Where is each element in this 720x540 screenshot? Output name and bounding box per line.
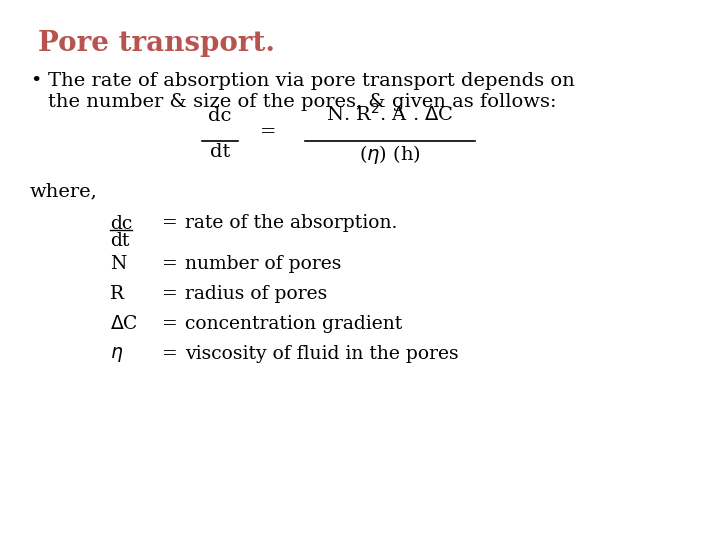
Text: =: = bbox=[260, 123, 276, 141]
Text: concentration gradient: concentration gradient bbox=[185, 315, 402, 333]
Text: $\eta$: $\eta$ bbox=[110, 345, 123, 364]
Text: rate of the absorption.: rate of the absorption. bbox=[185, 214, 397, 232]
Text: The rate of absorption via pore transport depends on: The rate of absorption via pore transpor… bbox=[48, 72, 575, 90]
Text: •: • bbox=[30, 72, 41, 90]
Text: N: N bbox=[110, 255, 127, 273]
Text: =: = bbox=[162, 315, 178, 333]
Text: dt: dt bbox=[110, 232, 130, 250]
Text: =: = bbox=[162, 285, 178, 303]
Text: dc: dc bbox=[208, 107, 232, 125]
Text: N. R$^{2}$. A . $\Delta$C: N. R$^{2}$. A . $\Delta$C bbox=[326, 103, 454, 125]
Text: R: R bbox=[110, 285, 124, 303]
Text: dc: dc bbox=[110, 215, 132, 233]
Text: the number & size of the pores, & given as follows:: the number & size of the pores, & given … bbox=[48, 93, 557, 111]
Text: ($\eta$) (h): ($\eta$) (h) bbox=[359, 143, 421, 166]
Text: dt: dt bbox=[210, 143, 230, 161]
Text: =: = bbox=[162, 255, 178, 273]
Text: =: = bbox=[162, 214, 178, 232]
Text: radius of pores: radius of pores bbox=[185, 285, 328, 303]
Text: viscosity of fluid in the pores: viscosity of fluid in the pores bbox=[185, 345, 459, 363]
Text: Pore transport.: Pore transport. bbox=[38, 30, 275, 57]
Text: =: = bbox=[162, 345, 178, 363]
Text: $\Delta$C: $\Delta$C bbox=[110, 315, 138, 333]
Text: number of pores: number of pores bbox=[185, 255, 341, 273]
Text: where,: where, bbox=[30, 182, 98, 200]
